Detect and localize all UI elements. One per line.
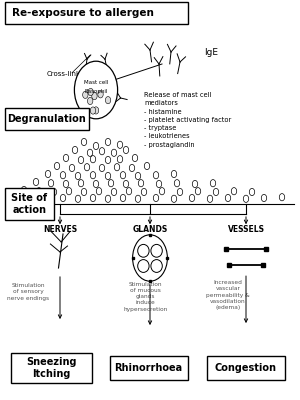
FancyBboxPatch shape (110, 356, 188, 380)
Text: Release of mast cell
mediators
- histamine
- platelet activating factor
- trypta: Release of mast cell mediators - histami… (144, 92, 231, 148)
Text: VESSELS: VESSELS (227, 226, 265, 234)
Text: Increased
vascular
permeability &
vasodilation
(edema): Increased vascular permeability & vasodi… (206, 280, 250, 310)
FancyBboxPatch shape (207, 356, 285, 380)
Text: Re-exposure to allergen: Re-exposure to allergen (12, 8, 154, 18)
Text: IgE: IgE (204, 48, 218, 57)
Text: Site of
action: Site of action (11, 193, 47, 215)
Text: Mast cell: Mast cell (84, 80, 108, 85)
Text: NERVES: NERVES (43, 226, 77, 234)
FancyBboxPatch shape (4, 2, 188, 24)
Text: Rhinorrhoea: Rhinorrhoea (114, 363, 183, 373)
FancyBboxPatch shape (11, 353, 92, 383)
Circle shape (92, 92, 97, 100)
Text: Congestion: Congestion (215, 363, 277, 373)
Circle shape (74, 61, 118, 119)
Text: Stimulation
of sensory
nerve endings: Stimulation of sensory nerve endings (8, 283, 50, 301)
Text: Basophil: Basophil (84, 90, 108, 94)
Circle shape (98, 91, 103, 98)
Circle shape (105, 96, 111, 104)
Circle shape (88, 88, 93, 96)
Text: GLANDS: GLANDS (132, 226, 168, 234)
Circle shape (82, 91, 88, 98)
FancyBboxPatch shape (4, 108, 88, 130)
Text: Sneezing
Itching: Sneezing Itching (26, 357, 76, 379)
Text: Cross-linking: Cross-linking (46, 71, 92, 77)
Text: Stimulation
of mucous
glands
induce
hypersecretion: Stimulation of mucous glands induce hype… (123, 282, 168, 312)
Text: Degranulation: Degranulation (7, 114, 86, 124)
Circle shape (88, 98, 93, 105)
FancyBboxPatch shape (4, 188, 54, 220)
Circle shape (93, 107, 99, 114)
Circle shape (90, 107, 96, 114)
